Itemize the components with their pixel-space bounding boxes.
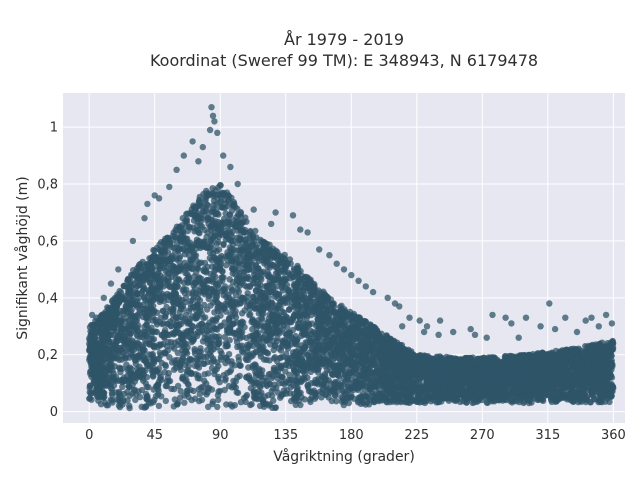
- data-point: [279, 353, 287, 360]
- data-point: [226, 276, 233, 283]
- data-point: [333, 398, 340, 405]
- data-point: [222, 377, 229, 384]
- data-point: [126, 383, 133, 391]
- data-point: [188, 370, 195, 378]
- data-point: [221, 333, 228, 341]
- data-point: [253, 253, 260, 260]
- data-point: [163, 378, 171, 385]
- data-point: [98, 333, 106, 341]
- data-point: [228, 288, 236, 295]
- data-point: [315, 341, 322, 348]
- data-point: [226, 368, 234, 376]
- data-point: [190, 296, 197, 303]
- data-point: [223, 401, 230, 408]
- data-point: [177, 387, 184, 395]
- data-point: [259, 257, 266, 264]
- data-point: [181, 392, 188, 399]
- data-point: [110, 370, 117, 377]
- data-point: [204, 215, 212, 222]
- data-point: [174, 349, 181, 356]
- data-point: [185, 381, 192, 389]
- data-point: [201, 360, 208, 367]
- data-point: [171, 357, 178, 364]
- data-point: [182, 269, 189, 277]
- data-point: [177, 361, 184, 368]
- data-point: [283, 361, 290, 369]
- data-point: [166, 354, 173, 361]
- data-point: [220, 241, 227, 249]
- data-point: [102, 399, 109, 406]
- data-point: [234, 389, 242, 397]
- data-point: [119, 295, 127, 302]
- data-point: [279, 374, 286, 381]
- data-point: [225, 351, 233, 358]
- data-points: [86, 104, 617, 412]
- data-point: [306, 396, 314, 403]
- data-point: [214, 391, 222, 399]
- data-point: [214, 359, 221, 366]
- data-point: [172, 364, 180, 371]
- data-point: [243, 218, 250, 225]
- data-point: [121, 332, 128, 339]
- data-point: [228, 384, 236, 391]
- data-point: [215, 396, 222, 404]
- data-point: [161, 369, 168, 376]
- data-point: [297, 366, 305, 374]
- data-point: [282, 368, 289, 375]
- data-point: [237, 210, 245, 217]
- data-point: [119, 383, 126, 390]
- data-point: [235, 327, 243, 334]
- data-point: [116, 345, 123, 352]
- data-point: [473, 398, 480, 405]
- data-point: [238, 348, 246, 355]
- data-point: [217, 347, 224, 355]
- data-point: [162, 312, 169, 320]
- data-point: [270, 397, 277, 404]
- data-point: [229, 270, 236, 277]
- data-point: [140, 377, 147, 384]
- data-point: [196, 230, 203, 237]
- data-point: [176, 259, 183, 266]
- data-point: [171, 233, 178, 241]
- data-point: [191, 251, 198, 258]
- chart-title: År 1979 - 2019: [284, 30, 404, 49]
- data-point: [169, 316, 177, 323]
- data-point: [278, 392, 285, 400]
- data-point: [182, 294, 190, 302]
- data-point: [201, 265, 208, 273]
- data-point: [215, 238, 222, 245]
- data-point: [211, 309, 218, 316]
- data-point: [248, 401, 255, 408]
- data-point: [224, 357, 231, 364]
- data-point: [177, 320, 185, 328]
- data-point: [186, 224, 193, 231]
- data-point: [548, 394, 555, 401]
- chart-subtitle: Koordinat (Sweref 99 TM): E 348943, N 61…: [150, 51, 538, 70]
- data-point: [162, 397, 169, 405]
- data-point: [201, 371, 208, 378]
- data-point: [132, 396, 139, 404]
- data-point: [197, 348, 205, 355]
- data-point: [217, 312, 224, 319]
- data-point: [122, 355, 129, 362]
- data-point: [268, 374, 276, 382]
